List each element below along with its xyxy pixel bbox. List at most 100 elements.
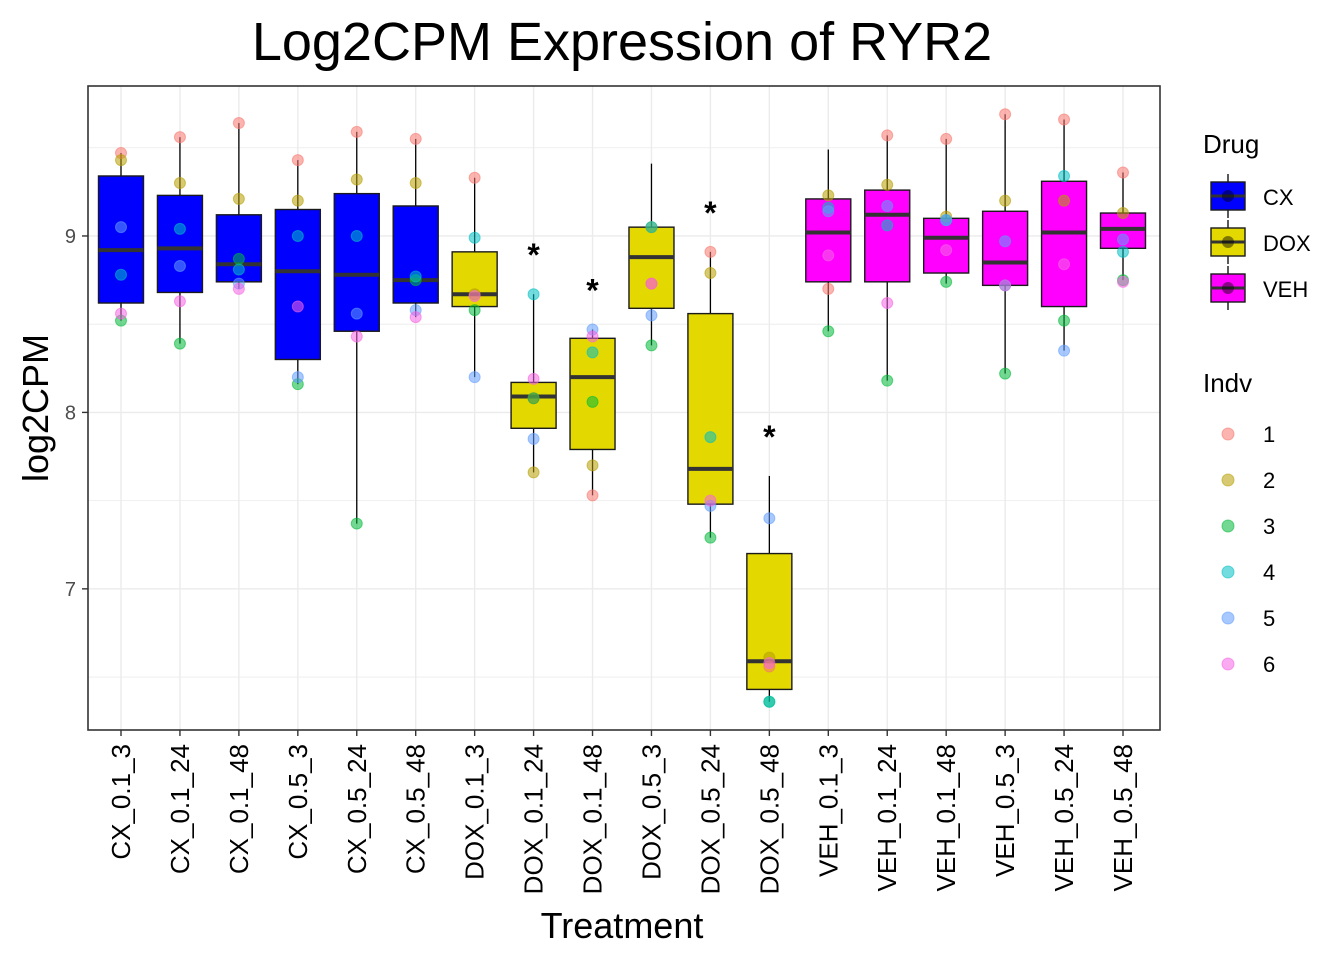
box-rect — [510, 381, 557, 429]
box-group — [628, 163, 675, 346]
data-point — [527, 392, 540, 405]
data-point — [1058, 194, 1071, 207]
significance-marker: * — [527, 237, 540, 273]
data-point — [527, 372, 540, 385]
data-point — [173, 131, 186, 144]
x-tick-label: DOX_0.5_24 — [695, 744, 725, 894]
drug-legend-entry: DOX — [1210, 220, 1311, 264]
box-group — [451, 177, 498, 378]
data-point — [999, 367, 1012, 380]
x-tick-label: CX_0.5_24 — [342, 744, 372, 874]
data-point — [999, 279, 1012, 292]
data-point — [1117, 245, 1129, 258]
data-point — [822, 325, 835, 338]
x-tick-label: DOX_0.1_24 — [519, 744, 549, 894]
data-point — [881, 374, 894, 387]
data-point — [291, 300, 304, 313]
data-point — [115, 221, 127, 234]
box-group — [981, 114, 1029, 374]
legend-key-point — [1221, 519, 1235, 533]
data-point — [350, 229, 363, 242]
data-point — [704, 245, 717, 258]
chart-title: Log2CPM Expression of RYR2 — [252, 12, 992, 72]
data-point — [645, 277, 658, 290]
legend-key-point — [1221, 565, 1235, 579]
data-point — [468, 231, 481, 244]
y-axis-label: log2CPM — [15, 334, 56, 482]
legend-key-point — [1222, 236, 1234, 248]
box-rect — [274, 208, 322, 361]
significance-marker: * — [586, 272, 599, 308]
indv-legend-entry: 6 — [1221, 652, 1275, 677]
data-point — [409, 177, 422, 190]
x-tick-label: DOX_0.1_48 — [578, 744, 608, 894]
data-point — [704, 494, 717, 507]
data-point — [763, 512, 776, 525]
box-rect — [687, 312, 734, 505]
x-tick-label: VEH_0.5_48 — [1108, 744, 1138, 891]
indv-legend-label: 3 — [1263, 514, 1275, 539]
data-point — [704, 531, 717, 544]
data-point — [999, 108, 1012, 121]
data-point — [291, 154, 304, 167]
data-point — [822, 189, 835, 202]
data-point — [1117, 166, 1129, 179]
data-point — [291, 194, 304, 207]
legend-key-point — [1221, 611, 1235, 625]
x-tick-label: VEH_0.5_24 — [1049, 744, 1079, 891]
indv-legend-entry: 1 — [1221, 422, 1275, 447]
box-group — [392, 138, 439, 318]
x-tick-label: DOX_0.1_3 — [460, 744, 490, 880]
data-point — [763, 695, 776, 708]
y-tick-label: 8 — [65, 402, 76, 424]
box-group — [156, 137, 204, 344]
data-point — [881, 129, 894, 142]
data-point — [822, 249, 835, 262]
data-point — [173, 222, 186, 235]
x-tick-label: VEH_0.1_24 — [872, 744, 902, 891]
drug-legend: Drug CX DOX VEH — [1203, 129, 1311, 310]
drug-legend-entry: VEH — [1210, 266, 1308, 310]
data-point — [468, 304, 481, 317]
box-group — [97, 153, 145, 321]
data-point — [409, 132, 422, 145]
x-tick-label: DOX_0.5_48 — [754, 744, 784, 894]
drug-legend-label: CX — [1263, 185, 1294, 210]
x-axis-label: Treatment — [541, 905, 704, 946]
legend-key-point — [1222, 282, 1234, 294]
x-tick-label: CX_0.1_3 — [106, 744, 136, 860]
data-point — [115, 154, 127, 167]
data-point — [115, 307, 127, 320]
data-point — [704, 431, 717, 444]
data-point — [291, 371, 304, 384]
x-tick-label: CX_0.5_48 — [401, 744, 431, 874]
box-group — [922, 138, 970, 284]
legend-key-point — [1221, 657, 1235, 671]
indv-legend-label: 5 — [1263, 606, 1275, 631]
indv-legend-entry: 4 — [1221, 560, 1275, 585]
drug-legend-entry: CX — [1210, 174, 1294, 218]
data-point — [115, 268, 127, 281]
indv-legend-label: 6 — [1263, 652, 1275, 677]
data-point — [586, 395, 599, 408]
x-tick-label: CX_0.1_24 — [165, 744, 195, 874]
data-point — [232, 263, 245, 276]
data-point — [173, 177, 186, 190]
data-point — [1058, 113, 1071, 126]
legend-key-point — [1221, 427, 1235, 441]
data-point — [1058, 169, 1071, 182]
x-tick-label: DOX_0.5_3 — [636, 744, 666, 880]
data-point — [1058, 344, 1071, 357]
data-point — [232, 192, 245, 205]
data-point — [881, 199, 894, 212]
data-point — [881, 219, 894, 232]
box-rect — [628, 226, 675, 310]
data-point — [527, 288, 540, 301]
data-point — [173, 295, 186, 308]
box-rect — [97, 175, 145, 304]
drug-legend-label: VEH — [1263, 277, 1308, 302]
data-point — [350, 173, 363, 186]
box-rect — [981, 210, 1029, 287]
data-point — [350, 125, 363, 138]
